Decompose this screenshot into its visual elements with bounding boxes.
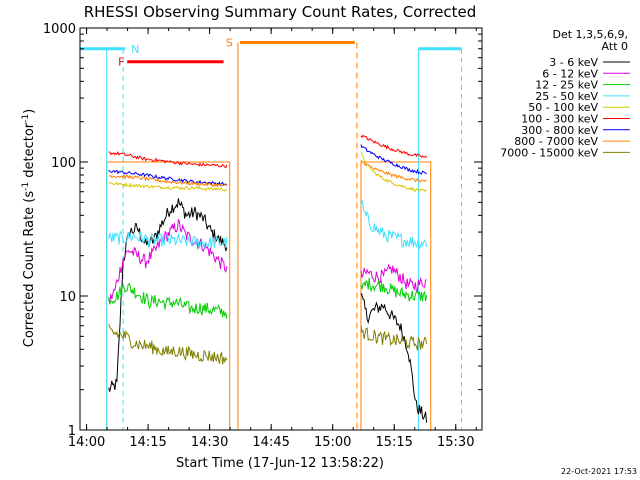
legend-label-2: 12 - 25 keV xyxy=(535,79,598,92)
series-line-8-segment-0 xyxy=(108,324,228,365)
y-axis-label-sup2: -1 xyxy=(21,114,31,123)
legend-header-line2: Att 0 xyxy=(602,40,628,53)
y-tick-label-3: 1000 xyxy=(43,22,76,37)
series-line-3-segment-0 xyxy=(108,230,228,249)
y-axis: 1 10 100 1000 xyxy=(43,22,482,439)
x-axis-label: Start Time (17-Jun-12 13:58:22) xyxy=(176,456,384,471)
series-line-7-segment-0 xyxy=(108,174,228,188)
series-line-0-segment-1 xyxy=(360,292,428,423)
x-axis: 14:00 14:15 14:30 14:45 15:00 15:15 15:30 xyxy=(68,28,477,450)
plot-frame xyxy=(79,27,483,431)
x-tick-label-6: 15:30 xyxy=(437,435,474,450)
series-line-5-segment-1 xyxy=(360,134,428,158)
y-tick-label-0: 1 xyxy=(68,424,76,439)
x-tick-label-4: 15:00 xyxy=(314,435,351,450)
series-line-7-segment-1 xyxy=(360,159,427,183)
chart-title: RHESSI Observing Summary Count Rates, Co… xyxy=(84,3,477,21)
legend-label-5: 100 - 300 keV xyxy=(521,113,598,126)
night-label: N xyxy=(131,43,139,56)
series-line-4-segment-1 xyxy=(360,152,427,192)
series-line-1-segment-1 xyxy=(360,263,427,292)
legend-label-7: 800 - 7000 keV xyxy=(514,135,598,148)
legend-label-0: 3 - 6 keV xyxy=(549,56,598,69)
series-line-8-segment-1 xyxy=(360,325,428,351)
y-tick-label-2: 100 xyxy=(51,156,76,171)
y-axis-label-main: Corrected Count Rate (s xyxy=(22,191,37,348)
series-line-3-segment-1 xyxy=(360,200,428,251)
legend-label-1: 6 - 12 keV xyxy=(542,67,598,80)
legend-header-line1: Det 1,3,5,6,9, xyxy=(552,28,628,41)
x-tick-label-5: 15:15 xyxy=(375,435,412,450)
y-axis-label-end: ) xyxy=(22,109,37,114)
legend-label-8: 7000 - 15000 keV xyxy=(500,146,598,159)
series-line-5-segment-0 xyxy=(108,151,228,169)
legend-label-4: 50 - 100 keV xyxy=(528,101,598,114)
legend-label-3: 25 - 50 keV xyxy=(535,90,598,103)
series-line-2-segment-1 xyxy=(360,277,428,302)
saa-label: S xyxy=(226,36,233,49)
series-line-4-segment-0 xyxy=(108,181,228,192)
y-axis-label: Corrected Count Rate (s-1 detector-1) xyxy=(21,109,37,347)
legend-label-6: 300 - 800 keV xyxy=(521,124,598,137)
y-axis-label-sup1: -1 xyxy=(21,182,31,191)
series-line-2-segment-0 xyxy=(108,282,228,320)
x-tick-label-3: 14:45 xyxy=(252,435,289,450)
footer-date: 22-Oct-2021 17:53 xyxy=(561,467,637,476)
x-tick-label-1: 14:15 xyxy=(129,435,166,450)
data-interval-box-1 xyxy=(360,161,432,430)
x-tick-label-0: 14:00 xyxy=(68,435,105,450)
flare-label: F xyxy=(118,56,124,69)
y-axis-label-mid: detector xyxy=(22,122,37,182)
x-tick-label-2: 14:30 xyxy=(191,435,228,450)
series-line-6-segment-1 xyxy=(360,144,427,175)
y-tick-label-1: 10 xyxy=(59,290,76,305)
